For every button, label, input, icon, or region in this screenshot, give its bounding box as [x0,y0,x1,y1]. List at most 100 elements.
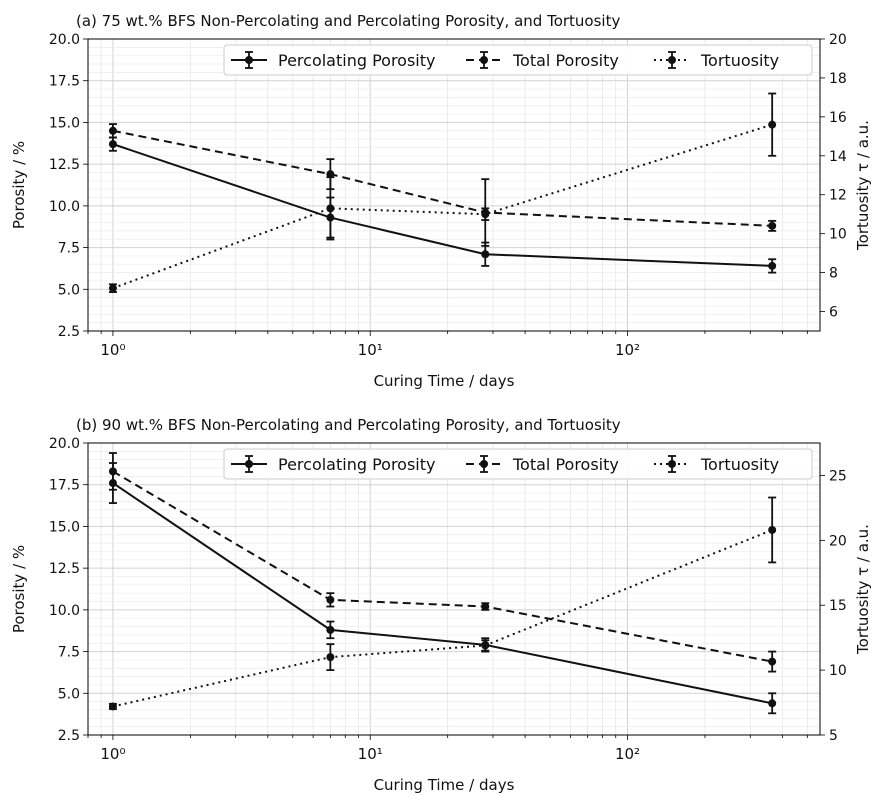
legend-entry-tortuosity: Tortuosity [654,51,779,70]
data-point [326,170,335,179]
y2-tick-label: 12 [829,188,847,204]
x-tick-label: 10⁰ [100,745,125,763]
legend-marker-dot [668,56,676,64]
panel-b: 2.5 5.0 7.5 10.0 12.5 15.0 17.5 20.0 5 10 15 20 25 10… [10,416,872,794]
y-axis-label: Porosity / % [10,141,28,229]
legend-label: Total Porosity [512,455,619,474]
y-tick-label: 10.0 [49,199,80,215]
grid-lines [87,38,820,332]
data-point [108,126,117,135]
data-point [768,699,777,708]
legend-marker-dot [480,56,488,64]
y-tick-label: 15.0 [49,519,80,535]
plot-frame [87,38,821,332]
legend-entry-total-porosity: Total Porosity [466,51,619,70]
legend-marker-dot [668,460,676,468]
y-tick-label: 10.0 [49,603,80,619]
plot-frame [87,442,821,736]
y2-tick-label: 16 [829,110,847,126]
y2-axis-label: Tortuosity τ / a.u. [854,524,872,655]
panel-a: 2.5 5.0 7.5 10.0 12.5 15.0 17.5 20.0 6 8 10 12 14 16 1… [10,12,872,390]
data-point [768,525,777,534]
panel-title: (b) 90 wt.% BFS Non-Percolating and Perc… [76,416,621,434]
data-point [326,653,335,662]
data-point [768,261,777,270]
x-tick-label: 10² [615,341,640,359]
y-tick-label: 5.0 [58,686,80,702]
y2-tick-label: 15 [829,598,847,614]
y2-tick-label: 10 [829,663,847,679]
y2-tick-label: 8 [829,266,838,282]
x-tick-label: 10² [615,745,640,763]
data-point [481,250,490,259]
legend-label: Tortuosity [700,51,779,70]
series-line [112,123,773,290]
y-tick-label: 5.0 [58,282,80,298]
panel-title: (a) 75 wt.% BFS Non-Percolating and Perc… [76,12,620,30]
y2-tick-label: 18 [829,71,847,87]
y-tick-label: 2.5 [58,324,80,340]
y-tick-label: 20.0 [49,436,80,452]
series-layer [108,452,777,715]
series-line [112,143,773,267]
legend-label: Percolating Porosity [278,455,436,474]
series-layer [108,92,777,293]
data-point [768,221,777,230]
series-line [112,482,773,705]
data-point [326,595,335,604]
legend-box [223,44,813,76]
data-point [326,625,335,634]
x-tick-label: 10¹ [358,341,383,359]
y2-tick-label: 25 [829,468,847,484]
legend: Percolating Porosity Total Porosity Tort… [223,44,813,76]
data-point [326,204,335,213]
legend: Percolating Porosity Total Porosity Tort… [223,448,813,480]
x-axis-label: Curing Time / days [374,776,515,794]
y2-tick-label: 5 [829,728,838,744]
data-point [108,467,117,476]
legend-entry-percolating-porosity: Percolating Porosity [231,455,436,474]
y-tick-label: 20.0 [49,32,80,48]
y2-tick-label: 20 [829,32,847,48]
y2-tick-label: 14 [829,149,847,165]
y2-tick-label: 6 [829,305,838,321]
y2-axis-label: Tortuosity τ / a.u. [854,120,872,251]
y-tick-label: 12.5 [49,157,80,173]
data-point [108,702,117,711]
data-point [768,120,777,129]
legend-entry-percolating-porosity: Percolating Porosity [231,51,436,70]
data-point [481,210,490,219]
y-tick-label: 7.5 [58,241,80,257]
legend-entry-total-porosity: Total Porosity [466,455,619,474]
data-point [768,657,777,666]
series-tortuosity [108,496,777,711]
x-tick-label: 10⁰ [100,341,125,359]
legend-label: Total Porosity [512,51,619,70]
y-tick-label: 7.5 [58,645,80,661]
y-tick-label: 12.5 [49,561,80,577]
series-line [112,529,773,708]
y-tick-label: 17.5 [49,74,80,90]
legend-box [223,448,813,480]
legend-entry-tortuosity: Tortuosity [654,455,779,474]
series-tortuosity [108,92,777,293]
legend-marker-dot [245,460,253,468]
axis-ticks: 2.5 5.0 7.5 10.0 12.5 15.0 17.5 20.0 5 10 15 20 25 10… [49,436,847,763]
legend-label: Percolating Porosity [278,51,436,70]
axis-ticks: 2.5 5.0 7.5 10.0 12.5 15.0 17.5 20.0 6 8 10 12 14 16 1… [49,32,847,359]
x-axis-label: Curing Time / days [374,372,515,390]
series-line [112,470,773,663]
data-point [481,602,490,611]
legend-marker-dot [480,460,488,468]
data-point [108,140,117,149]
y2-tick-label: 20 [829,533,847,549]
data-point [108,284,117,293]
y2-tick-label: 10 [829,227,847,243]
series-line [112,129,773,227]
y-tick-label: 2.5 [58,728,80,744]
y-tick-label: 15.0 [49,115,80,131]
y-axis-label: Porosity / % [10,545,28,633]
legend-marker-dot [245,56,253,64]
